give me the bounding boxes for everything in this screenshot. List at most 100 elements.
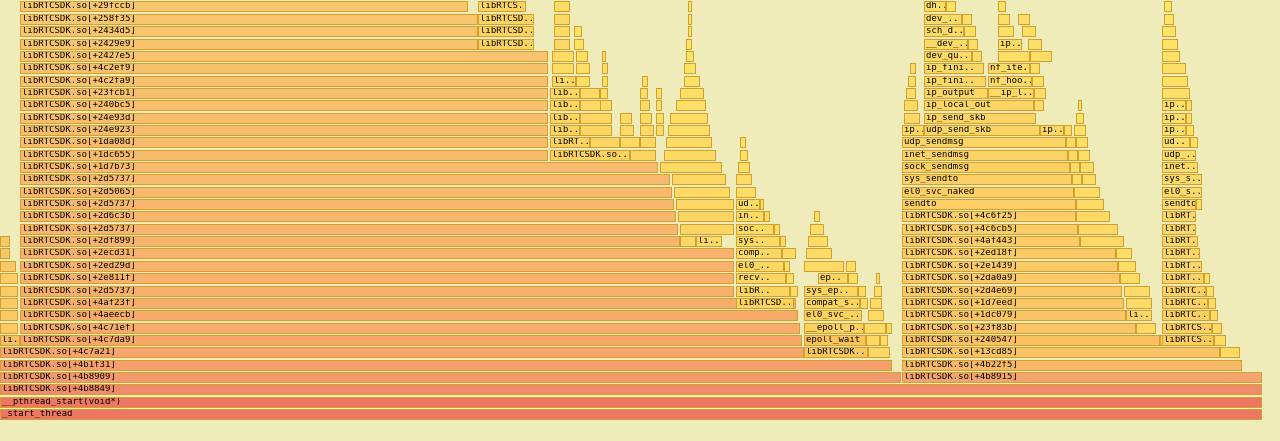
stack-frame[interactable]: libRTCSDK.so[+2434d5] [20,26,478,37]
stack-frame-unlabeled[interactable] [1210,310,1218,321]
stack-frame-unlabeled[interactable] [1078,100,1082,111]
stack-frame-unlabeled[interactable] [998,14,1010,25]
stack-frame-unlabeled[interactable] [554,1,570,12]
stack-frame-unlabeled[interactable] [684,63,696,74]
stack-frame[interactable]: libRTCSDK.so[+2ed18f] [902,248,1116,259]
stack-frame-unlabeled[interactable] [962,14,972,25]
stack-frame[interactable]: nf_hoo.. [988,76,1032,87]
stack-frame[interactable]: __ip_l.. [988,88,1034,99]
stack-frame-unlabeled[interactable] [1190,137,1198,148]
stack-frame-unlabeled[interactable] [642,76,648,87]
stack-frame-unlabeled[interactable] [910,63,916,74]
stack-frame[interactable]: ip.. [1040,125,1064,136]
stack-frame-unlabeled[interactable] [640,100,650,111]
stack-frame[interactable]: libRTCSDK.so[+4c2ef9] [20,63,548,74]
stack-frame[interactable]: libRTCSDK.so[+2d6c3b] [20,211,676,222]
stack-frame[interactable]: libRT.. [1162,211,1196,222]
stack-frame[interactable]: libRTCSDK.so[+24e93d] [20,113,548,124]
stack-frame-unlabeled[interactable] [1074,125,1086,136]
stack-frame[interactable]: libRTCSD.. [478,39,534,50]
stack-frame-unlabeled[interactable] [664,150,716,161]
stack-frame-unlabeled[interactable] [554,39,570,50]
stack-frame[interactable]: __pthread_start(void*) [0,397,1262,408]
stack-frame[interactable]: ip.. [1162,125,1186,136]
stack-frame[interactable]: libRTCSDK.so[+2df899] [20,236,680,247]
stack-frame-unlabeled[interactable] [998,26,1014,37]
stack-frame[interactable]: libRTCSDK.so[+2d4e69] [902,286,1122,297]
stack-frame-unlabeled[interactable] [1076,113,1084,124]
stack-frame[interactable]: libRTCSDK.so[+4c6cb5] [902,224,1078,235]
stack-frame-unlabeled[interactable] [1068,150,1078,161]
stack-frame-unlabeled[interactable] [998,1,1006,12]
stack-frame-unlabeled[interactable] [782,248,796,259]
stack-frame[interactable]: ip.. [1162,113,1186,124]
stack-frame[interactable]: libRTCSDK.so[+2ed29d] [20,261,734,272]
stack-frame-unlabeled[interactable] [688,1,692,12]
stack-frame-unlabeled[interactable] [1034,88,1046,99]
stack-frame[interactable]: libRTC.. [1162,286,1206,297]
stack-frame[interactable]: libRTCSD.. [736,298,794,309]
stack-frame[interactable]: libRTCSDK.so[+2d5737] [20,286,734,297]
stack-frame[interactable]: ud.. [736,199,760,210]
stack-frame[interactable]: sys_sendto [902,174,1072,185]
stack-frame[interactable]: el0_s.. [1162,187,1202,198]
stack-frame[interactable]: libRT.. [1162,236,1198,247]
stack-frame[interactable]: libRTCSDK.so[+4b8849] [0,384,1262,395]
stack-frame-unlabeled[interactable] [1018,14,1030,25]
stack-frame[interactable]: dev_.. [924,14,962,25]
stack-frame[interactable]: li.. [696,236,722,247]
stack-frame-unlabeled[interactable] [660,162,722,173]
stack-frame-unlabeled[interactable] [1076,211,1110,222]
stack-frame-unlabeled[interactable] [576,51,588,62]
stack-frame[interactable]: recv.. [736,273,786,284]
stack-frame-unlabeled[interactable] [656,100,662,111]
stack-frame-unlabeled[interactable] [864,323,886,334]
stack-frame[interactable]: lib.. [550,125,580,136]
stack-frame[interactable]: ip_fini.. [924,76,986,87]
stack-frame-unlabeled[interactable] [1080,162,1094,173]
stack-frame-unlabeled[interactable] [1162,26,1176,37]
stack-frame-unlabeled[interactable] [686,39,692,50]
stack-frame[interactable]: soc.. [736,224,774,235]
stack-frame-unlabeled[interactable] [602,63,608,74]
stack-frame-unlabeled[interactable] [764,211,770,222]
stack-frame[interactable]: __epoll_p.. [804,323,864,334]
stack-frame[interactable]: libRTCSDK.so[+4c71ef] [20,323,800,334]
stack-frame-unlabeled[interactable] [808,236,828,247]
stack-frame-unlabeled[interactable] [1078,224,1118,235]
stack-frame-unlabeled[interactable] [1074,187,1100,198]
stack-frame[interactable]: libRTCSDK.so[+4c6f25] [902,211,1076,222]
stack-frame-unlabeled[interactable] [688,26,692,37]
stack-frame-unlabeled[interactable] [810,224,824,235]
stack-frame-unlabeled[interactable] [1064,125,1072,136]
stack-frame[interactable]: sch_d.. [924,26,964,37]
stack-frame-unlabeled[interactable] [602,51,606,62]
stack-frame-unlabeled[interactable] [736,174,752,185]
stack-frame-unlabeled[interactable] [1126,298,1152,309]
stack-frame-unlabeled[interactable] [688,14,692,25]
stack-frame-unlabeled[interactable] [1162,39,1178,50]
stack-frame[interactable]: libR.. [736,286,790,297]
stack-frame-unlabeled[interactable] [1204,273,1210,284]
stack-frame-unlabeled[interactable] [780,236,786,247]
stack-frame-unlabeled[interactable] [1032,76,1044,87]
stack-frame-unlabeled[interactable] [870,298,882,309]
stack-frame-unlabeled[interactable] [0,286,18,297]
stack-frame-unlabeled[interactable] [640,88,648,99]
stack-frame-unlabeled[interactable] [620,125,634,136]
stack-frame-unlabeled[interactable] [1118,261,1136,272]
stack-frame-unlabeled[interactable] [814,211,820,222]
stack-frame-unlabeled[interactable] [1220,347,1240,358]
stack-frame[interactable]: libRTCSDK.so[+2e1439] [902,261,1118,272]
stack-frame-unlabeled[interactable] [804,261,844,272]
stack-frame-unlabeled[interactable] [1076,137,1088,148]
stack-frame[interactable]: libRTCSD.. [478,26,534,37]
stack-frame-unlabeled[interactable] [676,100,706,111]
stack-frame[interactable]: libRTCSDK.so[+4af23f] [20,298,796,309]
stack-frame-unlabeled[interactable] [904,100,918,111]
stack-frame[interactable]: libRTCSDK.so[+1da08d] [20,137,548,148]
stack-frame[interactable]: libRTCSDK.so[+2e811f] [20,273,734,284]
stack-frame-unlabeled[interactable] [590,137,620,148]
stack-frame[interactable]: libRTCSDK.so[+4b22f5] [902,360,1242,371]
stack-frame-unlabeled[interactable] [964,26,976,37]
